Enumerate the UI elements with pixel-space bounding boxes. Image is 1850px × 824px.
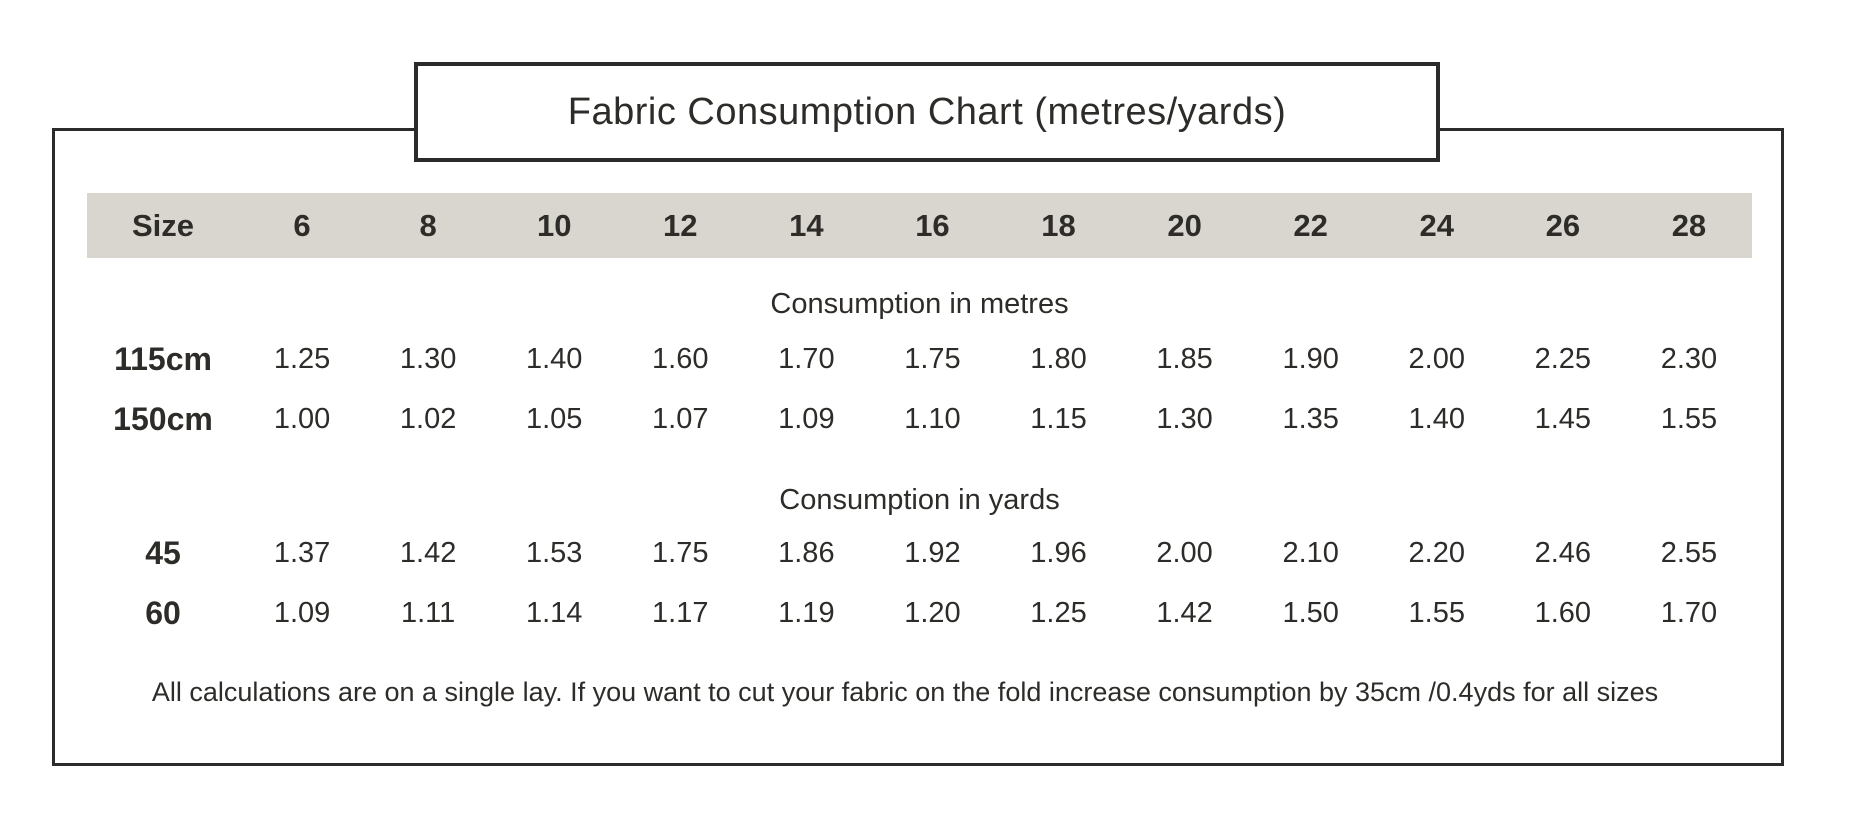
size-header-row: Size 6 8 10 12 14 16 18 20 22 24 26 28 (87, 193, 1752, 258)
chart-container: Size 6 8 10 12 14 16 18 20 22 24 26 28 Consumption i… (52, 128, 1784, 766)
value-cell: 1.00 (273, 402, 331, 435)
value-cell: 1.40 (1408, 402, 1465, 435)
size-header-18: 18 (995, 193, 1122, 258)
value-cell: 1.85 (1156, 342, 1213, 375)
value-cell: 1.37 (273, 536, 331, 569)
value-cell: 1.14 (525, 596, 583, 629)
table-body: Consumption in metres 115cm 1.25 1.30 1.40 1.… (87, 258, 1752, 643)
size-header-8: 8 (365, 193, 492, 258)
value-cell: 1.17 (652, 596, 709, 629)
value-cell: 1.15 (1030, 402, 1087, 435)
size-header-10: 10 (491, 193, 618, 258)
size-header-label: Size (87, 193, 239, 258)
value-cell: 1.35 (1282, 402, 1339, 435)
size-header-16: 16 (869, 193, 996, 258)
value-cell: 1.45 (1534, 402, 1592, 435)
value-cell: 1.25 (1030, 596, 1087, 629)
value-cell: 1.53 (525, 536, 583, 569)
consumption-table: Size 6 8 10 12 14 16 18 20 22 24 26 28 Consumption i… (87, 193, 1752, 643)
value-cell: 1.70 (778, 342, 835, 375)
chart-title-box: Fabric Consumption Chart (metres/yards) (414, 62, 1440, 162)
section-header-row: Consumption in metres (87, 258, 1752, 329)
value-cell: 2.00 (1408, 342, 1465, 375)
footnote: All calculations are on a single lay. If… (151, 677, 1659, 707)
value-cell: 1.55 (1660, 402, 1718, 435)
value-cell: 1.50 (1282, 596, 1339, 629)
value-cell: 2.30 (1660, 342, 1718, 375)
size-header-6: 6 (239, 193, 366, 258)
table-row: 115cm 1.25 1.30 1.40 1.60 1.70 1.75 1.80 1.85 1.9… (87, 329, 1752, 389)
value-cell: 2.20 (1408, 536, 1465, 569)
section-label: Consumption in yards (779, 484, 1060, 516)
value-cell: 1.09 (778, 402, 835, 435)
value-cell: 1.86 (778, 536, 835, 569)
row-label: 150cm (113, 400, 213, 437)
row-label: 60 (145, 594, 181, 631)
value-cell: 2.25 (1534, 342, 1592, 375)
value-cell: 1.90 (1282, 342, 1339, 375)
value-cell: 1.07 (652, 402, 709, 435)
size-header-14: 14 (743, 193, 870, 258)
section-header-row: Consumption in yards (87, 449, 1752, 523)
value-cell: 1.10 (904, 402, 961, 435)
value-cell: 1.40 (525, 342, 583, 375)
value-cell: 1.30 (1156, 402, 1213, 435)
value-cell: 1.02 (399, 402, 457, 435)
size-header-26: 26 (1499, 193, 1626, 258)
section-label: Consumption in metres (770, 288, 1069, 320)
value-cell: 1.80 (1030, 342, 1087, 375)
value-cell: 2.10 (1282, 536, 1339, 569)
size-header-28: 28 (1625, 193, 1752, 258)
value-cell: 1.60 (1534, 596, 1592, 629)
value-cell: 2.00 (1156, 536, 1213, 569)
value-cell: 1.96 (1030, 536, 1087, 569)
value-cell: 1.05 (525, 402, 583, 435)
value-cell: 1.25 (273, 342, 331, 375)
value-cell: 1.75 (904, 342, 961, 375)
size-header-12: 12 (617, 193, 744, 258)
size-header-24: 24 (1373, 193, 1500, 258)
chart-title: Fabric Consumption Chart (metres/yards) (567, 90, 1287, 133)
value-cell: 2.55 (1660, 536, 1718, 569)
value-cell: 1.19 (778, 596, 835, 629)
value-cell: 1.42 (399, 536, 457, 569)
value-cell: 1.20 (904, 596, 961, 629)
table-row: 45 1.37 1.42 1.53 1.75 1.86 1.92 1.96 2.00 2.10 2.… (87, 523, 1752, 583)
value-cell: 1.92 (904, 536, 961, 569)
value-cell: 1.70 (1660, 596, 1718, 629)
value-cell: 1.30 (399, 342, 457, 375)
value-cell: 1.60 (652, 342, 709, 375)
value-cell: 2.46 (1534, 536, 1592, 569)
value-cell: 1.11 (400, 596, 456, 629)
value-cell: 1.09 (273, 596, 331, 629)
table-row: 150cm 1.00 1.02 1.05 1.07 1.09 1.10 1.15 1.30 1.3… (87, 389, 1752, 449)
table-row: 60 1.09 1.11 1.14 1.17 1.19 1.20 1.25 1.42 1.50 1.… (87, 583, 1752, 643)
value-cell: 1.42 (1156, 596, 1213, 629)
value-cell: 1.55 (1408, 596, 1465, 629)
size-header-22: 22 (1247, 193, 1374, 258)
row-label: 45 (145, 534, 181, 571)
size-header-20: 20 (1121, 193, 1248, 258)
value-cell: 1.75 (652, 536, 709, 569)
row-label: 115cm (114, 340, 212, 377)
